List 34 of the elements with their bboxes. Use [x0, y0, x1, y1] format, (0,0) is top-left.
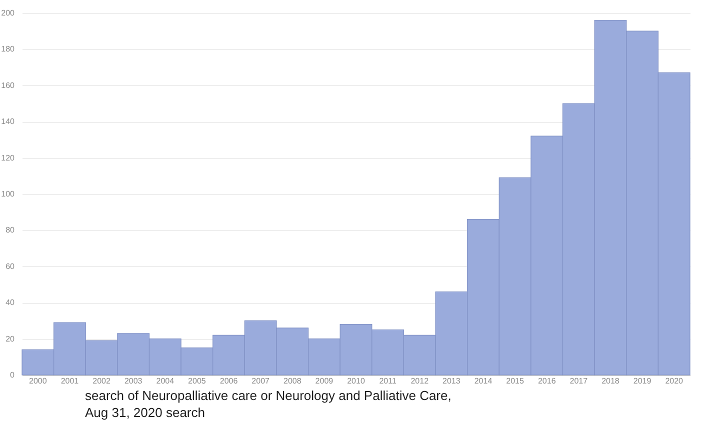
y-tick-label: 20 — [6, 334, 16, 344]
x-tick-label: 2000 — [29, 376, 48, 386]
x-tick-label: 2009 — [315, 376, 334, 386]
x-tick-label: 2006 — [220, 376, 238, 386]
y-tick-label: 60 — [6, 262, 16, 271]
x-tick-label: 2017 — [570, 376, 588, 386]
x-tick-label: 2005 — [188, 376, 206, 386]
x-tick-label: 2014 — [474, 376, 493, 386]
text: search of Neuropalliative care or Neurology and Palliative Care, — [85, 387, 452, 404]
y-tick-label: 160 — [1, 80, 16, 90]
text: Aug 31, 2020 search — [85, 404, 206, 421]
x-tick-label: 2019 — [633, 376, 652, 386]
x-tick-label: 2010 — [347, 376, 366, 386]
x-tick-label: 2013 — [442, 376, 461, 386]
x-tick-label: 2016 — [538, 376, 556, 386]
y-tick-label: 0 — [10, 370, 16, 380]
x-tick-label: 2008 — [283, 376, 302, 386]
y-tick-label: 200 — [1, 8, 16, 18]
x-tick-label: 2007 — [252, 376, 270, 386]
y-tick-label: 80 — [6, 226, 16, 235]
x-tick-label: 2002 — [92, 376, 111, 386]
x-tick-label: 2012 — [410, 376, 430, 386]
x-tick-label: 2015 — [506, 376, 524, 386]
x-tick-label: 2001 — [60, 376, 80, 386]
x-tick-label: 2018 — [602, 376, 620, 386]
y-tick-label: 100 — [1, 190, 16, 198]
y-tick-label: 40 — [6, 298, 16, 308]
x-tick-label: 2003 — [124, 376, 143, 386]
x-tick-label: 2011 — [379, 376, 397, 386]
x-tick-label: 2004 — [156, 376, 175, 386]
y-tick-label: 120 — [1, 153, 16, 162]
y-tick-label: 180 — [1, 44, 16, 54]
x-tick-label: 2020 — [665, 376, 684, 386]
y-tick-label: 140 — [1, 117, 16, 126]
